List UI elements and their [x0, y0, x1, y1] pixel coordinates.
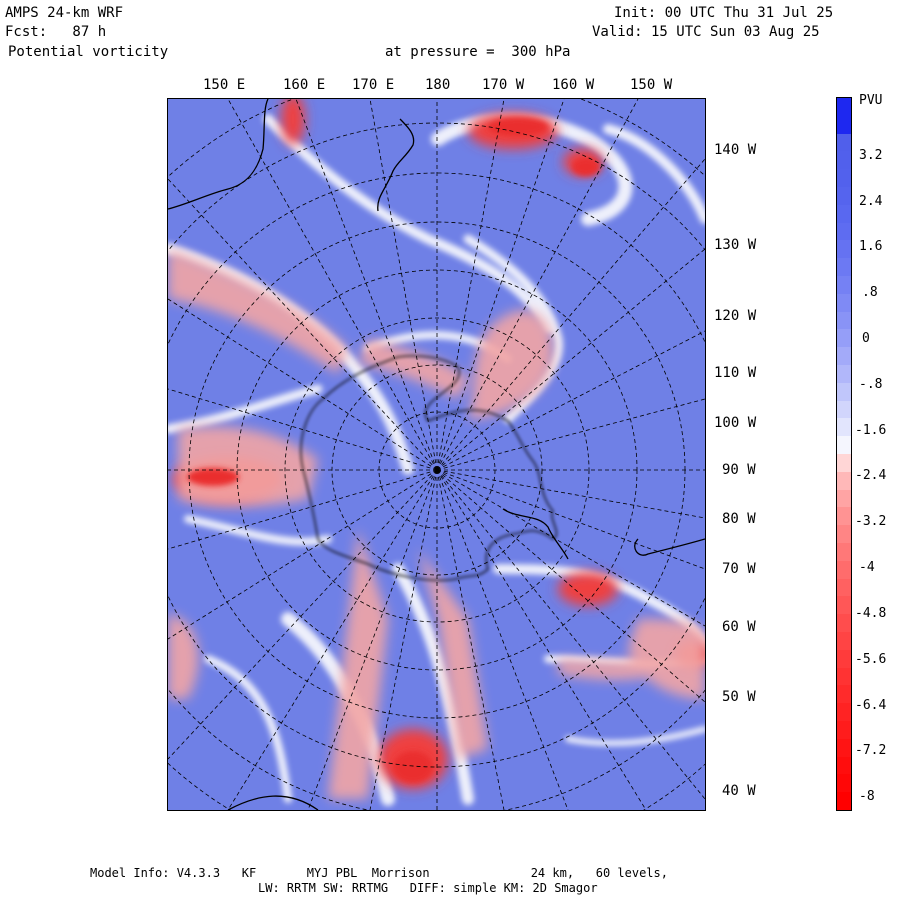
colorbar-segment — [837, 703, 851, 722]
colorbar-segment — [837, 151, 851, 170]
colorbar-segment — [837, 115, 851, 135]
pv-anomaly-south-east — [558, 572, 618, 606]
right-lon-label: 50 W — [722, 689, 756, 705]
right-lon-label: 80 W — [722, 511, 756, 527]
pv-anomaly-top-left — [281, 99, 305, 145]
colorbar-label: 3.2 — [859, 148, 883, 163]
colorbar-segment — [837, 204, 851, 224]
colorbar-segment — [837, 649, 851, 669]
colorbar-segment — [837, 382, 851, 402]
right-lon-label: 110 W — [714, 365, 757, 381]
colorbar-segment — [837, 222, 851, 241]
top-lon-label: 160 E — [283, 77, 326, 93]
colorbar-segment — [837, 365, 851, 384]
weak-negative-pv — [168, 249, 705, 799]
antarctic-peninsula — [502, 508, 569, 560]
south-america-coastline — [634, 538, 705, 556]
australia-coastline — [168, 99, 269, 210]
colorbar-segment — [837, 632, 851, 651]
colorbar-segment — [837, 436, 851, 455]
colorbar-label: -2.4 — [855, 468, 887, 483]
colorbar-label: -6.4 — [855, 698, 887, 713]
pv-map-svg — [168, 99, 705, 810]
colorbar-segment — [837, 187, 851, 206]
colorbar-segment — [837, 685, 851, 704]
colorbar-segment — [837, 418, 851, 437]
top-lon-label: 180 — [425, 77, 451, 93]
colorbar-label: -5.6 — [855, 652, 887, 667]
colorbar-segment — [837, 347, 851, 366]
top-lon-label: 170 W — [482, 77, 525, 93]
colorbar-segment — [837, 311, 851, 330]
colorbar-label: -8 — [859, 789, 875, 804]
colorbar-segment — [837, 738, 851, 758]
physics-info: LW: RRTM SW: RRTMG DIFF: simple KM: 2D S… — [258, 881, 598, 895]
africa-coastline — [227, 795, 319, 810]
pressure-level: at pressure = 300 hPa — [385, 44, 571, 60]
colorbar — [836, 97, 852, 811]
valid-time: Valid: 15 UTC Sun 03 Aug 25 — [592, 24, 820, 40]
colorbar-label: -4 — [859, 560, 875, 575]
colorbar-segment — [837, 454, 851, 473]
top-lon-label: 170 E — [352, 77, 395, 93]
colorbar-segment — [837, 98, 851, 117]
colorbar-segment — [837, 471, 851, 491]
colorbar-segment — [837, 276, 851, 295]
colorbar-segment — [837, 133, 851, 152]
pv-map — [167, 98, 706, 811]
colorbar-segment — [837, 293, 851, 313]
top-lon-label: 150 W — [630, 77, 673, 93]
colorbar-label: -1.6 — [855, 423, 887, 438]
colorbar-segment — [837, 489, 851, 508]
colorbar-label: 0 — [862, 331, 870, 346]
colorbar-label: 1.6 — [859, 239, 883, 254]
colorbar-segment — [837, 756, 851, 775]
field-name: Potential vorticity — [8, 44, 169, 60]
colorbar-label: -3.2 — [855, 514, 887, 529]
colorbar-segment — [837, 329, 851, 348]
init-time: Init: 00 UTC Thu 31 Jul 25 — [614, 5, 834, 21]
colorbar-segment — [837, 258, 851, 277]
colorbar-segment — [837, 507, 851, 526]
colorbar-label: .8 — [862, 285, 878, 300]
colorbar-segment — [837, 596, 851, 615]
strong-negative-pv — [187, 118, 600, 783]
colorbar-segment — [837, 614, 851, 633]
colorbar-segment — [837, 169, 851, 188]
colorbar-segment — [837, 774, 851, 793]
forecast-hour: Fcst: 87 h — [5, 24, 107, 40]
lat-lon-grid — [168, 99, 705, 810]
right-lon-label: 120 W — [714, 308, 757, 324]
top-lon-label: 150 E — [203, 77, 246, 93]
colorbar-segment — [837, 525, 851, 544]
colorbar-segment — [837, 400, 851, 419]
right-lon-label: 40 W — [722, 783, 756, 799]
right-lon-label: 70 W — [722, 561, 756, 577]
model-title: AMPS 24-km WRF — [5, 5, 124, 21]
colorbar-label: -4.8 — [855, 606, 887, 621]
right-lon-label: 140 W — [714, 142, 757, 158]
colorbar-segment — [837, 560, 851, 580]
right-lon-label: 60 W — [722, 619, 756, 635]
new-zealand-coastline — [377, 118, 415, 212]
colorbar-segment — [837, 578, 851, 597]
right-lon-label: 130 W — [714, 237, 757, 253]
colorbar-label: -7.2 — [855, 743, 887, 758]
colorbar-label: -.8 — [859, 377, 883, 392]
colorbar-segment — [837, 543, 851, 562]
antarctica-coastline — [300, 355, 558, 581]
colorbar-label: 2.4 — [859, 194, 883, 209]
colorbar-segment — [837, 667, 851, 686]
right-lon-label: 90 W — [722, 462, 756, 478]
top-lon-label: 160 W — [552, 77, 595, 93]
colorbar-segment — [837, 240, 851, 259]
model-info: Model Info: V4.3.3 KF MYJ PBL Morrison 2… — [90, 866, 668, 880]
colorbar-segment — [837, 792, 851, 811]
colorbar-unit: PVU — [859, 93, 883, 108]
colorbar-segment — [837, 721, 851, 740]
right-lon-label: 100 W — [714, 415, 757, 431]
